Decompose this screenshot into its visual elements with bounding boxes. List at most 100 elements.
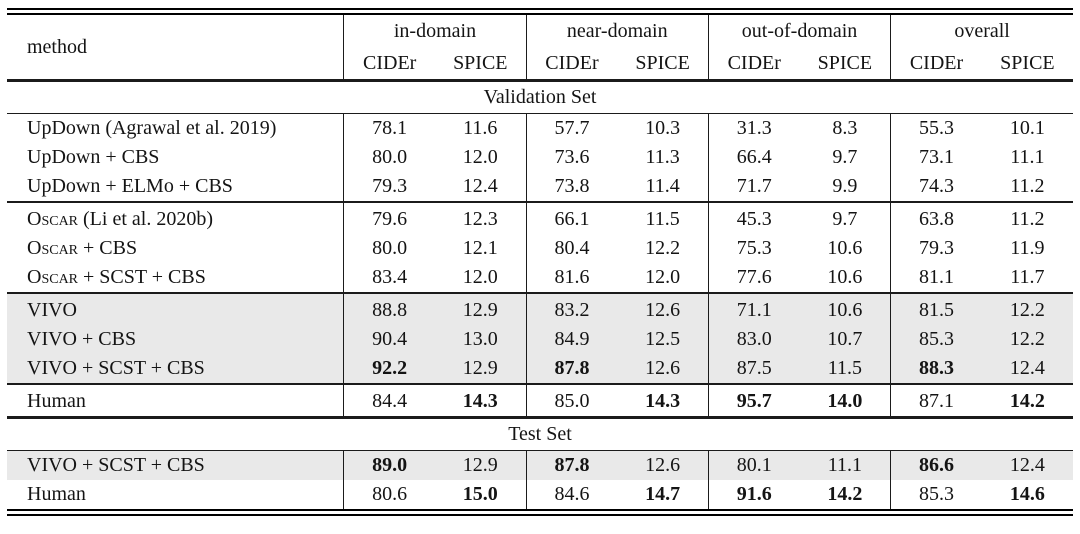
value-cell: 14.6 — [1009, 483, 1045, 505]
method-name-smallcaps: Oscar — [27, 266, 79, 288]
value-cell: 84.9 — [525, 325, 618, 354]
section-label: Test Set — [7, 416, 1073, 451]
value-cell: 31.3 — [707, 113, 800, 143]
value-cell: 85.3 — [890, 480, 982, 509]
value-cell: 71.1 — [707, 293, 800, 325]
value-cell: 12.0 — [462, 266, 498, 288]
value-cell: 88.3 — [890, 354, 982, 384]
value-cell: 8.3 — [832, 117, 858, 139]
value-cell: 11.1 — [827, 454, 862, 476]
value-cell: 14.2 — [827, 483, 863, 505]
value-cell: 63.8 — [890, 202, 982, 234]
metric-header-cider: CIDEr — [525, 47, 618, 81]
value-cell: 45.3 — [707, 202, 800, 234]
table-header: method in-domain near-domain out-of-doma… — [7, 15, 1073, 81]
method-cell: VIVO + CBS — [7, 325, 344, 354]
value-cell: 11.7 — [1010, 266, 1045, 288]
value-cell: 15.0 — [462, 483, 498, 505]
value-cell: 89.0 — [343, 450, 435, 480]
table-row: VIVO + SCST + CBS 89.0 12.9 87.8 12.6 80.1 11.… — [7, 450, 1073, 480]
group-header-near-domain: near-domain — [525, 15, 709, 47]
value-cell: 12.1 — [462, 237, 498, 259]
method-cell: UpDown + ELMo + CBS — [7, 172, 344, 202]
value-cell: 66.1 — [525, 202, 618, 234]
group-header-in-domain: in-domain — [343, 15, 527, 47]
value-cell: 84.6 — [525, 480, 618, 509]
value-cell: 95.7 — [707, 384, 800, 418]
value-cell: 12.4 — [462, 175, 498, 197]
value-cell: 85.3 — [890, 325, 982, 354]
table-row: UpDown (Agrawal et al. 2019) 78.1 11.6 57.7… — [7, 113, 1073, 144]
value-cell: 91.6 — [707, 480, 800, 509]
method-name-text: VIVO + SCST + CBS — [27, 454, 205, 476]
value-cell: 14.0 — [827, 390, 863, 412]
value-cell: 12.2 — [1009, 299, 1045, 321]
value-cell: 87.5 — [707, 354, 800, 384]
method-cell: Oscar (Li et al. 2020b) — [7, 202, 344, 234]
value-cell: 11.1 — [1010, 146, 1045, 168]
section-label-row: Test Set — [7, 416, 1073, 451]
value-cell: 12.4 — [1009, 454, 1045, 476]
section-label-row: Validation Set — [7, 80, 1073, 114]
group-header-row: method in-domain near-domain out-of-doma… — [7, 15, 1073, 58]
method-name-text: (Li et al. 2020b) — [78, 208, 213, 230]
metric-header-cider: CIDEr — [343, 47, 435, 81]
table-row: UpDown + ELMo + CBS 79.3 12.4 73.8 11.4 71.7 9… — [7, 172, 1073, 202]
value-cell: 9.7 — [832, 146, 858, 168]
value-cell: 10.3 — [645, 117, 681, 139]
method-cell: VIVO + SCST + CBS — [7, 354, 344, 384]
group-header-out-of-domain: out-of-domain — [707, 15, 891, 47]
table-row: VIVO + CBS 90.4 13.0 84.9 12.5 83.0 10.7 85.3 12… — [7, 325, 1073, 354]
value-cell: 11.3 — [645, 146, 680, 168]
value-cell: 80.0 — [343, 234, 435, 263]
value-cell: 83.0 — [707, 325, 800, 354]
table-row: VIVO 88.8 12.9 83.2 12.6 71.1 10.6 81.5 12.2 — [7, 293, 1073, 325]
value-cell: 14.2 — [1009, 390, 1045, 412]
table-row: Human 80.6 15.0 84.6 14.7 91.6 14.2 85.3 14.6 — [7, 480, 1073, 509]
value-cell: 83.4 — [343, 263, 435, 293]
value-cell: 12.3 — [462, 208, 498, 230]
method-name-text: VIVO + SCST + CBS — [27, 357, 205, 379]
metric-header-spice: SPICE — [1000, 52, 1055, 74]
value-cell: 14.3 — [462, 390, 498, 412]
value-cell: 86.6 — [890, 450, 982, 480]
method-name-text: UpDown + ELMo + CBS — [27, 175, 233, 197]
value-cell: 12.6 — [645, 454, 681, 476]
value-cell: 84.4 — [343, 384, 435, 418]
method-cell: UpDown (Agrawal et al. 2019) — [7, 114, 344, 144]
metric-header-spice: SPICE — [453, 52, 508, 74]
value-cell: 11.5 — [827, 357, 862, 379]
value-cell: 11.6 — [463, 117, 498, 139]
value-cell: 87.1 — [890, 384, 982, 418]
group-header-overall: overall — [890, 15, 1073, 47]
test-section: Test Set VIVO + SCST + CBS 89.0 12.9 87.8 12… — [7, 416, 1073, 509]
value-cell: 12.4 — [1009, 357, 1045, 379]
method-cell: Human — [7, 384, 344, 418]
value-cell: 12.9 — [462, 357, 498, 379]
value-cell: 73.6 — [525, 143, 618, 172]
value-cell: 14.3 — [645, 390, 681, 412]
table-row: UpDown + CBS 80.0 12.0 73.6 11.3 66.4 9.7 73.1 1… — [7, 143, 1073, 172]
method-name-text: + SCST + CBS — [78, 266, 206, 288]
method-name-text: VIVO — [27, 299, 77, 321]
method-cell: Oscar + CBS — [7, 234, 344, 263]
value-cell: 90.4 — [343, 325, 435, 354]
validation-section: Validation Set UpDown (Agrawal et al. 20… — [7, 80, 1073, 418]
value-cell: 79.3 — [343, 172, 435, 202]
value-cell: 80.4 — [525, 234, 618, 263]
value-cell: 12.0 — [462, 146, 498, 168]
value-cell: 79.3 — [890, 234, 982, 263]
value-cell: 80.0 — [343, 143, 435, 172]
value-cell: 73.1 — [890, 143, 982, 172]
value-cell: 73.8 — [525, 172, 618, 202]
method-name-text: UpDown (Agrawal et al. 2019) — [27, 117, 277, 139]
method-cell: VIVO — [7, 293, 344, 325]
metric-header-spice: SPICE — [635, 52, 690, 74]
method-header-cell: method — [27, 36, 87, 58]
value-cell: 12.2 — [1009, 328, 1045, 350]
method-name-text: + CBS — [78, 237, 138, 259]
value-cell: 11.5 — [645, 208, 680, 230]
method-name-text: Human — [27, 390, 86, 412]
value-cell: 80.1 — [707, 450, 800, 480]
